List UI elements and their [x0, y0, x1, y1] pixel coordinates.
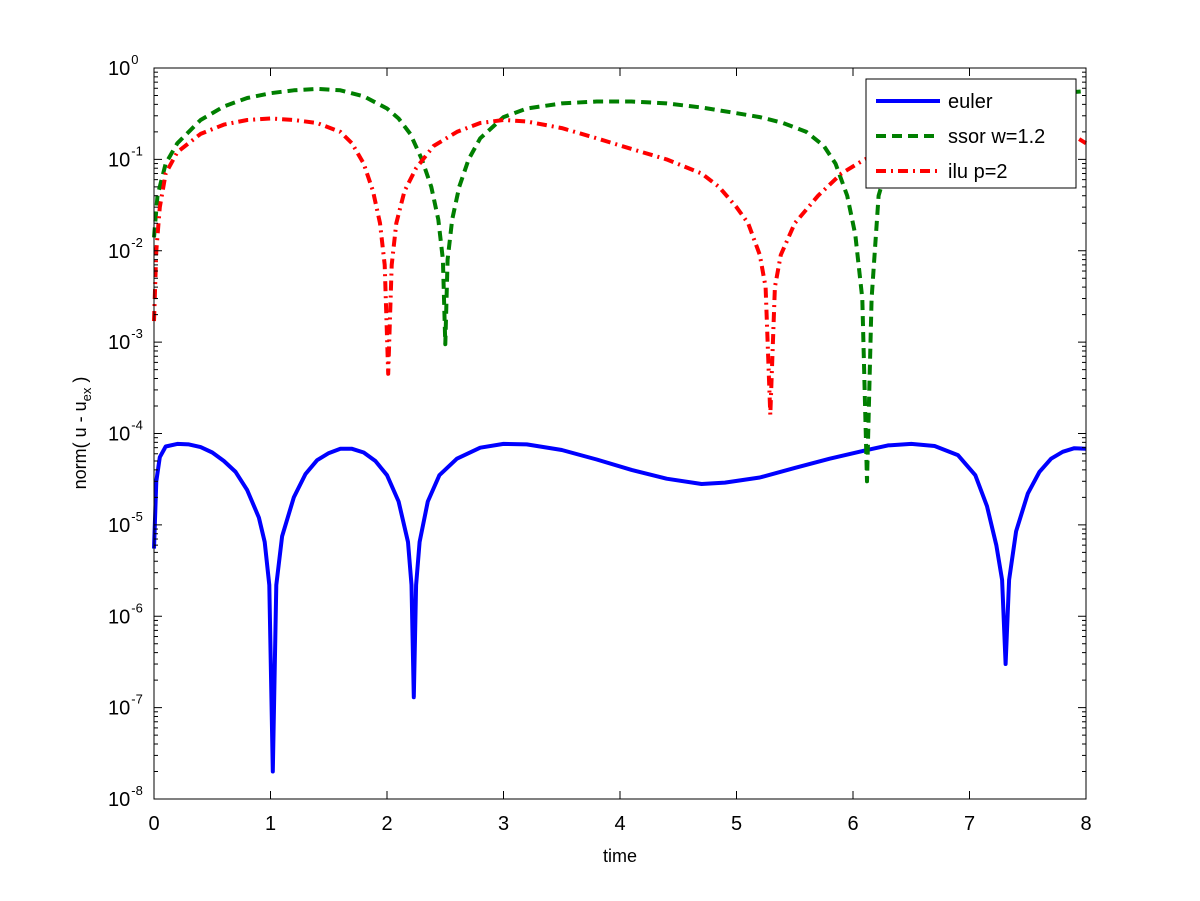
x-tick-label-1: 1 [265, 813, 276, 835]
x-tick-label-7: 7 [964, 813, 975, 835]
y-tick-label-base: 10 [108, 332, 130, 354]
plot-area [154, 68, 1086, 799]
y-tick-label-base: 10 [108, 241, 130, 263]
y-tick-label-base: 10 [108, 58, 130, 80]
x-tick-label-2: 2 [381, 813, 392, 835]
x-tick-label-8: 8 [1080, 813, 1091, 835]
y-tick-label-exp: -3 [131, 326, 143, 341]
series-line-1 [152, 86, 1087, 484]
y-tick-label-exp: -7 [131, 692, 143, 707]
y-tick-label-0: 100 [108, 52, 138, 80]
y-tick-label-base: 10 [108, 424, 130, 446]
legend-label-2: ilu p=2 [948, 161, 1008, 183]
x-tick-labels: 0 1 2 3 4 5 6 7 8 [148, 813, 1091, 835]
x-tick-label-0: 0 [148, 813, 159, 835]
series-line-2 [152, 116, 1088, 417]
y-tick-label-exp: -6 [131, 600, 143, 615]
y-tick-label-6: 10-6 [108, 600, 143, 628]
series-layer [152, 86, 1088, 774]
y-tick-label-exp: 0 [131, 52, 138, 67]
y-tick-label-3: 10-3 [108, 326, 143, 354]
y-tick-label-exp: -2 [131, 235, 143, 250]
y-tick-label-exp: -1 [131, 143, 143, 158]
y-tick-label-8: 10-8 [108, 783, 143, 811]
y-tick-label-base: 10 [108, 149, 130, 171]
y-tick-label-exp: -4 [131, 418, 143, 433]
x-tick-label-5: 5 [731, 813, 742, 835]
y-axis-label-prefix: norm( u - u [70, 401, 90, 489]
series-line-0 [152, 441, 1087, 774]
y-axis-label: norm( u - uex ) [70, 377, 94, 490]
legend-label-0: euler [948, 91, 993, 113]
y-tick-label-base: 10 [108, 606, 130, 628]
y-tick-label-5: 10-5 [108, 509, 143, 537]
x-tick-label-6: 6 [847, 813, 858, 835]
legend: euler ssor w=1.2 ilu p=2 [865, 78, 1077, 189]
y-axis-label-subscript: ex [79, 387, 94, 401]
y-tick-label-1: 10-1 [108, 143, 143, 171]
y-axis-label-suffix: ) [70, 377, 90, 388]
y-tick-label-exp: -8 [131, 783, 143, 798]
x-tick-label-3: 3 [498, 813, 509, 835]
x-axis-label: time [603, 846, 637, 866]
y-tick-label-2: 10-2 [108, 235, 143, 263]
x-tick-label-4: 4 [614, 813, 625, 835]
y-tick-label-base: 10 [108, 789, 130, 811]
y-tick-label-4: 10-4 [108, 418, 143, 446]
legend-label-1: ssor w=1.2 [948, 126, 1045, 148]
y-tick-label-base: 10 [108, 515, 130, 537]
y-tick-label-7: 10-7 [108, 692, 143, 720]
y-tick-label-exp: -5 [131, 509, 143, 524]
plot-frame [153, 67, 1087, 800]
y-tick-label-base: 10 [108, 698, 130, 720]
